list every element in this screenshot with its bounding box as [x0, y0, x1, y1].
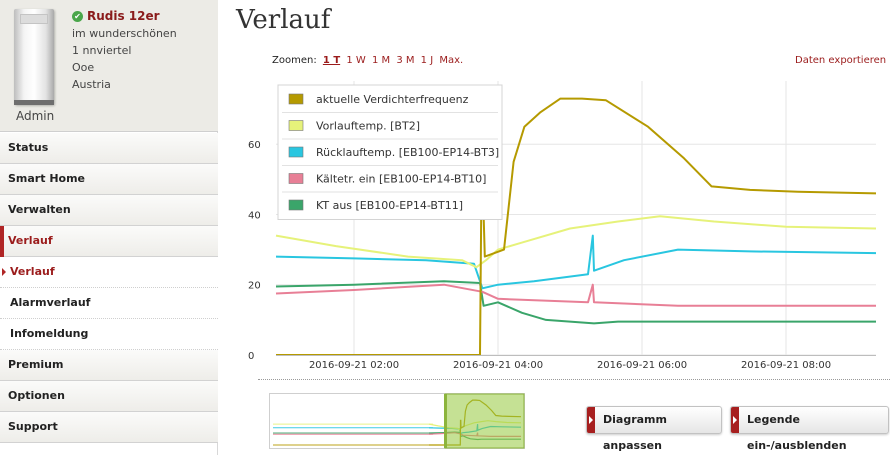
button-arrow-icon	[731, 407, 739, 433]
series-line	[275, 283, 876, 307]
status-check-icon: ✔	[72, 11, 83, 22]
nav-item-verlauf[interactable]: Verlauf	[0, 226, 218, 257]
device-location-line: 1 nnviertel	[72, 44, 132, 57]
legend-swatch	[288, 199, 304, 211]
chart-legend[interactable]: aktuelle Verdichterfrequenz Vorlauftemp. …	[277, 84, 503, 220]
navigator-selection[interactable]	[444, 393, 525, 449]
subnav-item-alarmverlauf[interactable]: Alarmverlauf	[0, 288, 218, 319]
zoom-label: Zoomen:	[272, 55, 317, 66]
legend-label: aktuelle Verdichterfrequenz	[316, 93, 469, 106]
nav-item-verwalten[interactable]: Verwalten	[0, 195, 218, 226]
nav-item-status[interactable]: Status	[0, 133, 218, 164]
adjust-chart-button[interactable]: Diagramm anpassen	[586, 406, 722, 452]
legend-item[interactable]: KT aus [EB100-EP14-BT11]	[282, 191, 498, 212]
nav-item-optionen[interactable]: Optionen	[0, 381, 218, 412]
zoom-option-1m[interactable]: 1 M	[371, 55, 391, 66]
series-line	[275, 215, 877, 269]
nav-item-premium[interactable]: Premium	[0, 350, 218, 381]
device-location-line: Austria	[72, 78, 111, 91]
device-base	[14, 100, 54, 105]
heat-pump-image	[14, 9, 54, 105]
nav-item-smart-home[interactable]: Smart Home	[0, 164, 218, 195]
y-tick-label: 0	[248, 351, 254, 362]
legend-swatch	[288, 93, 304, 105]
sidebar: Admin ✔ Rudis 12er im wunderschönen 1 nn…	[0, 0, 218, 455]
x-tick-label: 2016-09-21 04:00	[453, 360, 543, 371]
separator	[258, 379, 890, 380]
legend-swatch	[288, 173, 304, 184]
range-navigator[interactable]	[269, 393, 525, 449]
legend-item[interactable]: Rücklauftemp. [EB100-EP14-BT3]	[282, 138, 499, 159]
zoom-option-3m[interactable]: 3 M	[396, 55, 415, 66]
series-line	[275, 234, 877, 290]
main-nav: Status Smart Home Verwalten Verlauf Verl…	[0, 133, 218, 443]
button-arrow-icon	[587, 407, 595, 433]
legend-swatch	[288, 120, 304, 131]
subnav-item-verlauf[interactable]: Verlauf	[0, 257, 218, 288]
legend-item[interactable]: Vorlauftemp. [BT2]	[282, 112, 498, 133]
series-line	[275, 280, 876, 325]
legend-label: KT aus [EB100-EP14-BT11]	[316, 199, 463, 212]
chart-series	[275, 97, 877, 356]
legend-item[interactable]: aktuelle Verdichterfrequenz	[288, 93, 469, 106]
toggle-legend-button[interactable]: Legende ein-/ausblenden	[730, 406, 889, 452]
zoom-option-max[interactable]: Max.	[439, 55, 464, 66]
x-tick-label: 2016-09-21 08:00	[741, 360, 831, 371]
navigator-handle-left[interactable]	[444, 394, 447, 448]
device-panel	[20, 14, 48, 24]
legend-item[interactable]: Kältetr. ein [EB100-EP14-BT10]	[282, 165, 498, 186]
y-tick-label: 40	[248, 210, 261, 221]
y-tick-label: 60	[248, 140, 261, 151]
x-tick-label: 2016-09-21 06:00	[597, 360, 687, 371]
export-data-link[interactable]: Daten exportieren	[795, 55, 887, 66]
subnav-item-infomeldung[interactable]: Infomeldung	[0, 319, 218, 350]
button-label: Diagramm anpassen	[603, 413, 667, 452]
device-location-line: im wunderschönen	[72, 27, 177, 40]
legend-label: Rücklauftemp. [EB100-EP14-BT3]	[316, 146, 499, 159]
zoom-option-1t[interactable]: 1 T	[322, 55, 341, 66]
legend-label: Kältetr. ein [EB100-EP14-BT10]	[316, 173, 486, 186]
caret-right-icon	[2, 268, 6, 276]
zoom-option-1w[interactable]: 1 W	[346, 55, 366, 66]
user-role-label: Admin	[16, 109, 55, 123]
device-card: Admin ✔ Rudis 12er im wunderschönen 1 nn…	[0, 0, 218, 132]
device-info: ✔ Rudis 12er im wunderschönen 1 nnvierte…	[72, 8, 177, 93]
zoom-bar: Zoomen: 1 T 1 W 1 M 3 M 1 J Max.	[272, 55, 463, 66]
y-tick-label: 20	[248, 281, 261, 292]
device-location-line: Ooe	[72, 61, 95, 74]
button-label: Legende ein-/ausblenden	[747, 413, 847, 452]
zoom-option-1j[interactable]: 1 J	[420, 55, 434, 66]
subnav-item-label: Verlauf	[10, 265, 55, 278]
legend-label: Vorlauftemp. [BT2]	[316, 120, 420, 133]
page-title: Verlauf	[236, 5, 331, 35]
history-chart[interactable]: 0 20 40 60 2016-09-21 02:00 2016-09-21 04:00 2…	[230, 75, 890, 375]
chart-axes: 0 20 40 60 2016-09-21 02:00 2016-09-21 04:00 2…	[248, 140, 876, 371]
x-tick-label: 2016-09-21 02:00	[309, 360, 399, 371]
legend-box	[277, 84, 503, 220]
legend-swatch	[288, 146, 304, 158]
device-name: Rudis 12er	[87, 9, 160, 23]
nav-item-support[interactable]: Support	[0, 412, 218, 443]
device-name-row[interactable]: ✔ Rudis 12er	[72, 8, 177, 25]
